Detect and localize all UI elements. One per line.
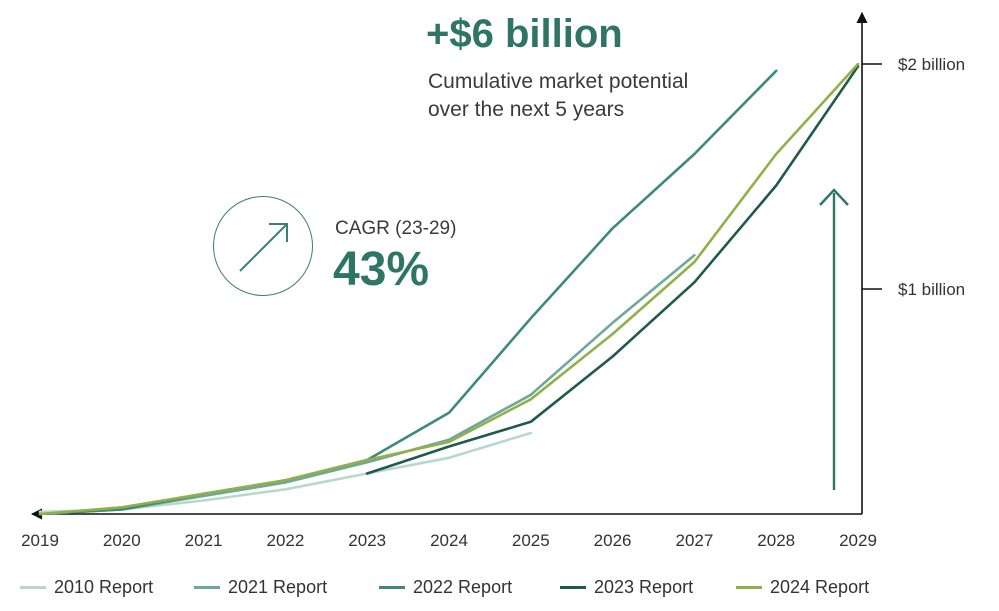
chart-legend: 2010 Report 2021 Report 2022 Report 2023 Re… bbox=[0, 573, 999, 601]
x-tick-label: 2025 bbox=[512, 531, 550, 550]
x-tick-label: 2020 bbox=[103, 531, 141, 550]
legend-swatch bbox=[20, 585, 46, 589]
axis-ticks: 2019 2020 2021 2022 2023 2024 2025 2026 2027 2028… bbox=[21, 55, 965, 550]
y-tick-label: $1 billion bbox=[898, 280, 965, 299]
x-tick-label: 2021 bbox=[185, 531, 223, 550]
legend-item: 2023 Report bbox=[560, 573, 693, 601]
legend-swatch bbox=[560, 585, 586, 589]
headline-value: +$6 billion bbox=[426, 12, 623, 56]
x-tick-label: 2026 bbox=[594, 531, 632, 550]
x-tick-label: 2027 bbox=[675, 531, 713, 550]
x-tick-label: 2029 bbox=[839, 531, 877, 550]
cagr-label: CAGR (23-29) bbox=[335, 218, 457, 239]
x-tick-label: 2028 bbox=[757, 531, 795, 550]
headline-line-1: Cumulative market potential bbox=[428, 70, 689, 93]
legend-label: 2023 Report bbox=[594, 576, 694, 597]
legend-item: 2024 Report bbox=[736, 573, 869, 601]
legend-swatch bbox=[736, 585, 762, 589]
cagr-value: 43% bbox=[333, 243, 430, 296]
legend-label: 2010 Report bbox=[54, 576, 154, 597]
cagr-badge bbox=[213, 196, 313, 296]
legend-item: 2022 Report bbox=[379, 573, 512, 601]
x-tick-label: 2022 bbox=[266, 531, 304, 550]
legend-item: 2010 Report bbox=[20, 573, 153, 601]
growth-arrow-icon bbox=[819, 188, 849, 490]
legend-item: 2021 Report bbox=[194, 573, 327, 601]
legend-label: 2022 Report bbox=[413, 576, 513, 597]
y-tick-label: $2 billion bbox=[898, 55, 965, 74]
chart-series bbox=[38, 62, 860, 516]
chart-axes bbox=[30, 11, 868, 520]
x-tick-label: 2023 bbox=[348, 531, 386, 550]
legend-swatch bbox=[194, 585, 220, 589]
legend-label: 2024 Report bbox=[770, 576, 870, 597]
arrow-up-right-icon bbox=[239, 223, 288, 272]
series-line-2024-report bbox=[38, 62, 860, 516]
headline-line-2: over the next 5 years bbox=[428, 98, 625, 121]
x-tick-label: 2024 bbox=[430, 531, 468, 550]
series-line-2023-report bbox=[365, 65, 860, 475]
legend-swatch bbox=[379, 585, 405, 589]
x-tick-label: 2019 bbox=[21, 531, 59, 550]
legend-label: 2021 Report bbox=[228, 576, 328, 597]
